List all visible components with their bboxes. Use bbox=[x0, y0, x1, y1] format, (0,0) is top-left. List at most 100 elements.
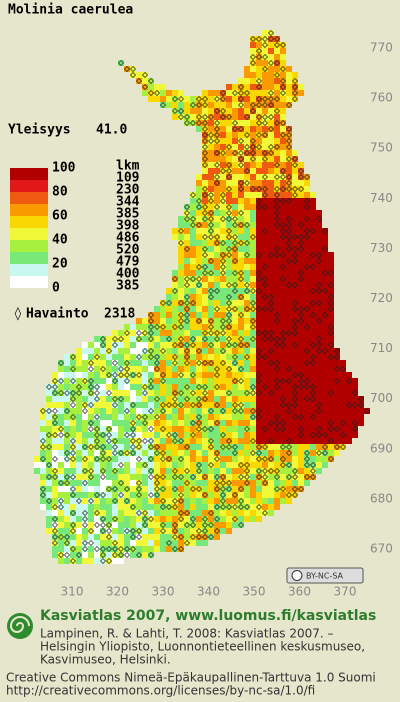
map-cell bbox=[232, 372, 238, 378]
map-cell bbox=[196, 318, 202, 324]
map-cell bbox=[196, 294, 202, 300]
observation-mark bbox=[244, 462, 250, 468]
footer-heading[interactable]: Kasviatlas 2007, www.luomus.fi/kasviatla… bbox=[40, 608, 376, 624]
map-cell bbox=[304, 444, 310, 450]
map-cell bbox=[280, 342, 286, 348]
map-cell bbox=[244, 366, 250, 372]
map-cell bbox=[70, 354, 76, 360]
map-cell bbox=[142, 468, 148, 474]
map-cell bbox=[304, 276, 310, 282]
map-cell bbox=[262, 174, 268, 180]
map-cell bbox=[46, 450, 52, 456]
map-cell bbox=[274, 168, 280, 174]
map-cell bbox=[220, 294, 226, 300]
map-cell bbox=[172, 108, 178, 114]
map-cell bbox=[142, 72, 148, 78]
map-cell bbox=[178, 420, 184, 426]
map-cell bbox=[322, 318, 328, 324]
map-cell bbox=[292, 90, 298, 96]
map-cell bbox=[190, 114, 196, 120]
map-cell bbox=[202, 234, 208, 240]
observation-mark bbox=[328, 282, 334, 288]
map-cell bbox=[46, 528, 52, 534]
observation-mark bbox=[244, 168, 250, 174]
observation-mark bbox=[274, 384, 280, 390]
map-cell bbox=[70, 498, 76, 504]
map-cell bbox=[40, 492, 46, 498]
license-badge[interactable]: BY-NC-SA bbox=[286, 567, 364, 584]
map-cell bbox=[274, 204, 280, 210]
map-cell bbox=[220, 180, 226, 186]
map-cell bbox=[226, 336, 232, 342]
map-cell bbox=[70, 468, 76, 474]
map-cell bbox=[322, 270, 328, 276]
map-cell bbox=[64, 420, 70, 426]
observation-mark bbox=[178, 390, 184, 396]
map-cell bbox=[262, 210, 268, 216]
map-cell bbox=[268, 360, 274, 366]
observation-mark bbox=[256, 456, 262, 462]
map-cell bbox=[106, 384, 112, 390]
map-cell bbox=[208, 360, 214, 366]
observation-mark bbox=[190, 222, 196, 228]
map-cell bbox=[244, 378, 250, 384]
map-cell bbox=[232, 522, 238, 528]
map-cell bbox=[238, 156, 244, 162]
map-cell bbox=[304, 306, 310, 312]
map-cell bbox=[232, 108, 238, 114]
y-coordinate-label: 670 bbox=[370, 542, 393, 556]
observation-mark bbox=[238, 312, 244, 318]
map-cell bbox=[64, 492, 70, 498]
map-cell bbox=[202, 414, 208, 420]
map-cell bbox=[82, 540, 88, 546]
observation-mark bbox=[292, 234, 298, 240]
observation-mark bbox=[262, 456, 268, 462]
map-cell bbox=[232, 510, 238, 516]
map-cell bbox=[226, 84, 232, 90]
count-label: 486 bbox=[116, 231, 140, 246]
map-cell bbox=[292, 372, 298, 378]
map-cell bbox=[178, 372, 184, 378]
map-cell bbox=[196, 462, 202, 468]
map-cell bbox=[124, 360, 130, 366]
map-cell bbox=[328, 390, 334, 396]
map-cell bbox=[196, 210, 202, 216]
map-cell bbox=[106, 360, 112, 366]
map-cell bbox=[202, 90, 208, 96]
map-cell bbox=[40, 504, 46, 510]
map-cell bbox=[250, 252, 256, 258]
map-cell bbox=[214, 132, 220, 138]
observation-mark bbox=[286, 282, 292, 288]
observation-mark bbox=[214, 306, 220, 312]
map-cell bbox=[142, 84, 148, 90]
map-cell bbox=[124, 498, 130, 504]
map-cell bbox=[226, 120, 232, 126]
map-cell bbox=[310, 408, 316, 414]
map-cell bbox=[226, 348, 232, 354]
map-cell bbox=[112, 558, 118, 564]
map-cell bbox=[310, 462, 316, 468]
citation-line: Lampinen, R. & Lahti, T. 2008: Kasviatla… bbox=[40, 627, 334, 641]
map-cell bbox=[124, 450, 130, 456]
map-cell bbox=[154, 366, 160, 372]
map-cell bbox=[154, 540, 160, 546]
map-cell bbox=[112, 534, 118, 540]
map-cell bbox=[286, 474, 292, 480]
map-cell bbox=[160, 444, 166, 450]
map-cell bbox=[208, 300, 214, 306]
map-cell bbox=[292, 162, 298, 168]
observation-mark bbox=[250, 150, 256, 156]
map-cell bbox=[274, 96, 280, 102]
observation-mark bbox=[232, 258, 238, 264]
map-cell bbox=[280, 462, 286, 468]
map-cell bbox=[118, 480, 124, 486]
map-cell bbox=[226, 168, 232, 174]
map-cell bbox=[76, 552, 82, 558]
map-cell bbox=[118, 414, 124, 420]
map-cell bbox=[40, 438, 46, 444]
map-cell bbox=[112, 390, 118, 396]
map-cell bbox=[250, 132, 256, 138]
map-cell bbox=[112, 450, 118, 456]
map-cell bbox=[226, 150, 232, 156]
map-cell bbox=[346, 384, 352, 390]
